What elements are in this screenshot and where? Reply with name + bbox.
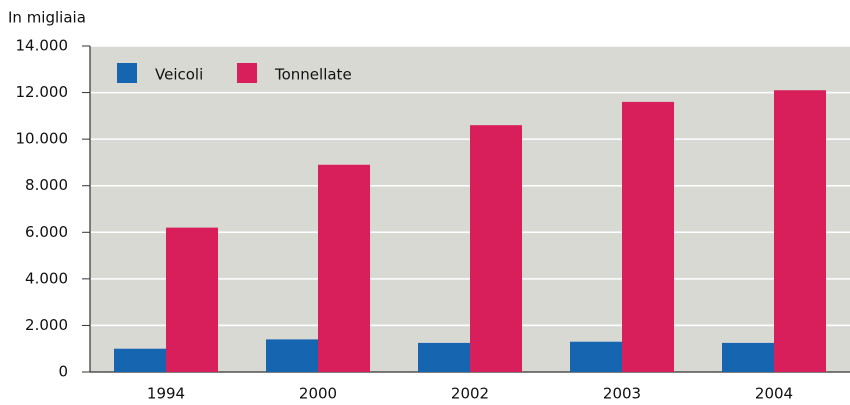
legend-swatch: [237, 63, 257, 83]
bar: [114, 348, 166, 372]
x-tick-label: 1994: [147, 385, 185, 403]
x-tick-label: 2004: [755, 385, 793, 403]
bar: [166, 227, 218, 372]
bar: [418, 342, 470, 372]
legend-label: Veicoli: [155, 66, 203, 84]
legend-label: Tonnellate: [274, 66, 352, 84]
bar: [774, 90, 826, 372]
y-tick-label: 12.000: [16, 83, 69, 101]
y-tick-label: 6.000: [25, 223, 68, 241]
y-tick-label: 4.000: [25, 269, 68, 287]
y-tick-label: 0: [58, 363, 68, 381]
bar: [722, 342, 774, 372]
bar: [570, 341, 622, 372]
legend-swatch: [117, 63, 137, 83]
x-tick-label: 2000: [299, 385, 337, 403]
bar: [318, 164, 370, 372]
y-tick-label: 10.000: [16, 130, 69, 148]
y-tick-label: 8.000: [25, 176, 68, 194]
x-tick-label: 2003: [603, 385, 641, 403]
y-tick-label: 2.000: [25, 316, 68, 334]
y-axis-label: In migliaia: [8, 9, 86, 27]
bar: [622, 101, 674, 372]
y-tick-label: 14.000: [16, 37, 69, 55]
bar: [266, 339, 318, 372]
x-tick-label: 2002: [451, 385, 489, 403]
bar: [470, 125, 522, 373]
